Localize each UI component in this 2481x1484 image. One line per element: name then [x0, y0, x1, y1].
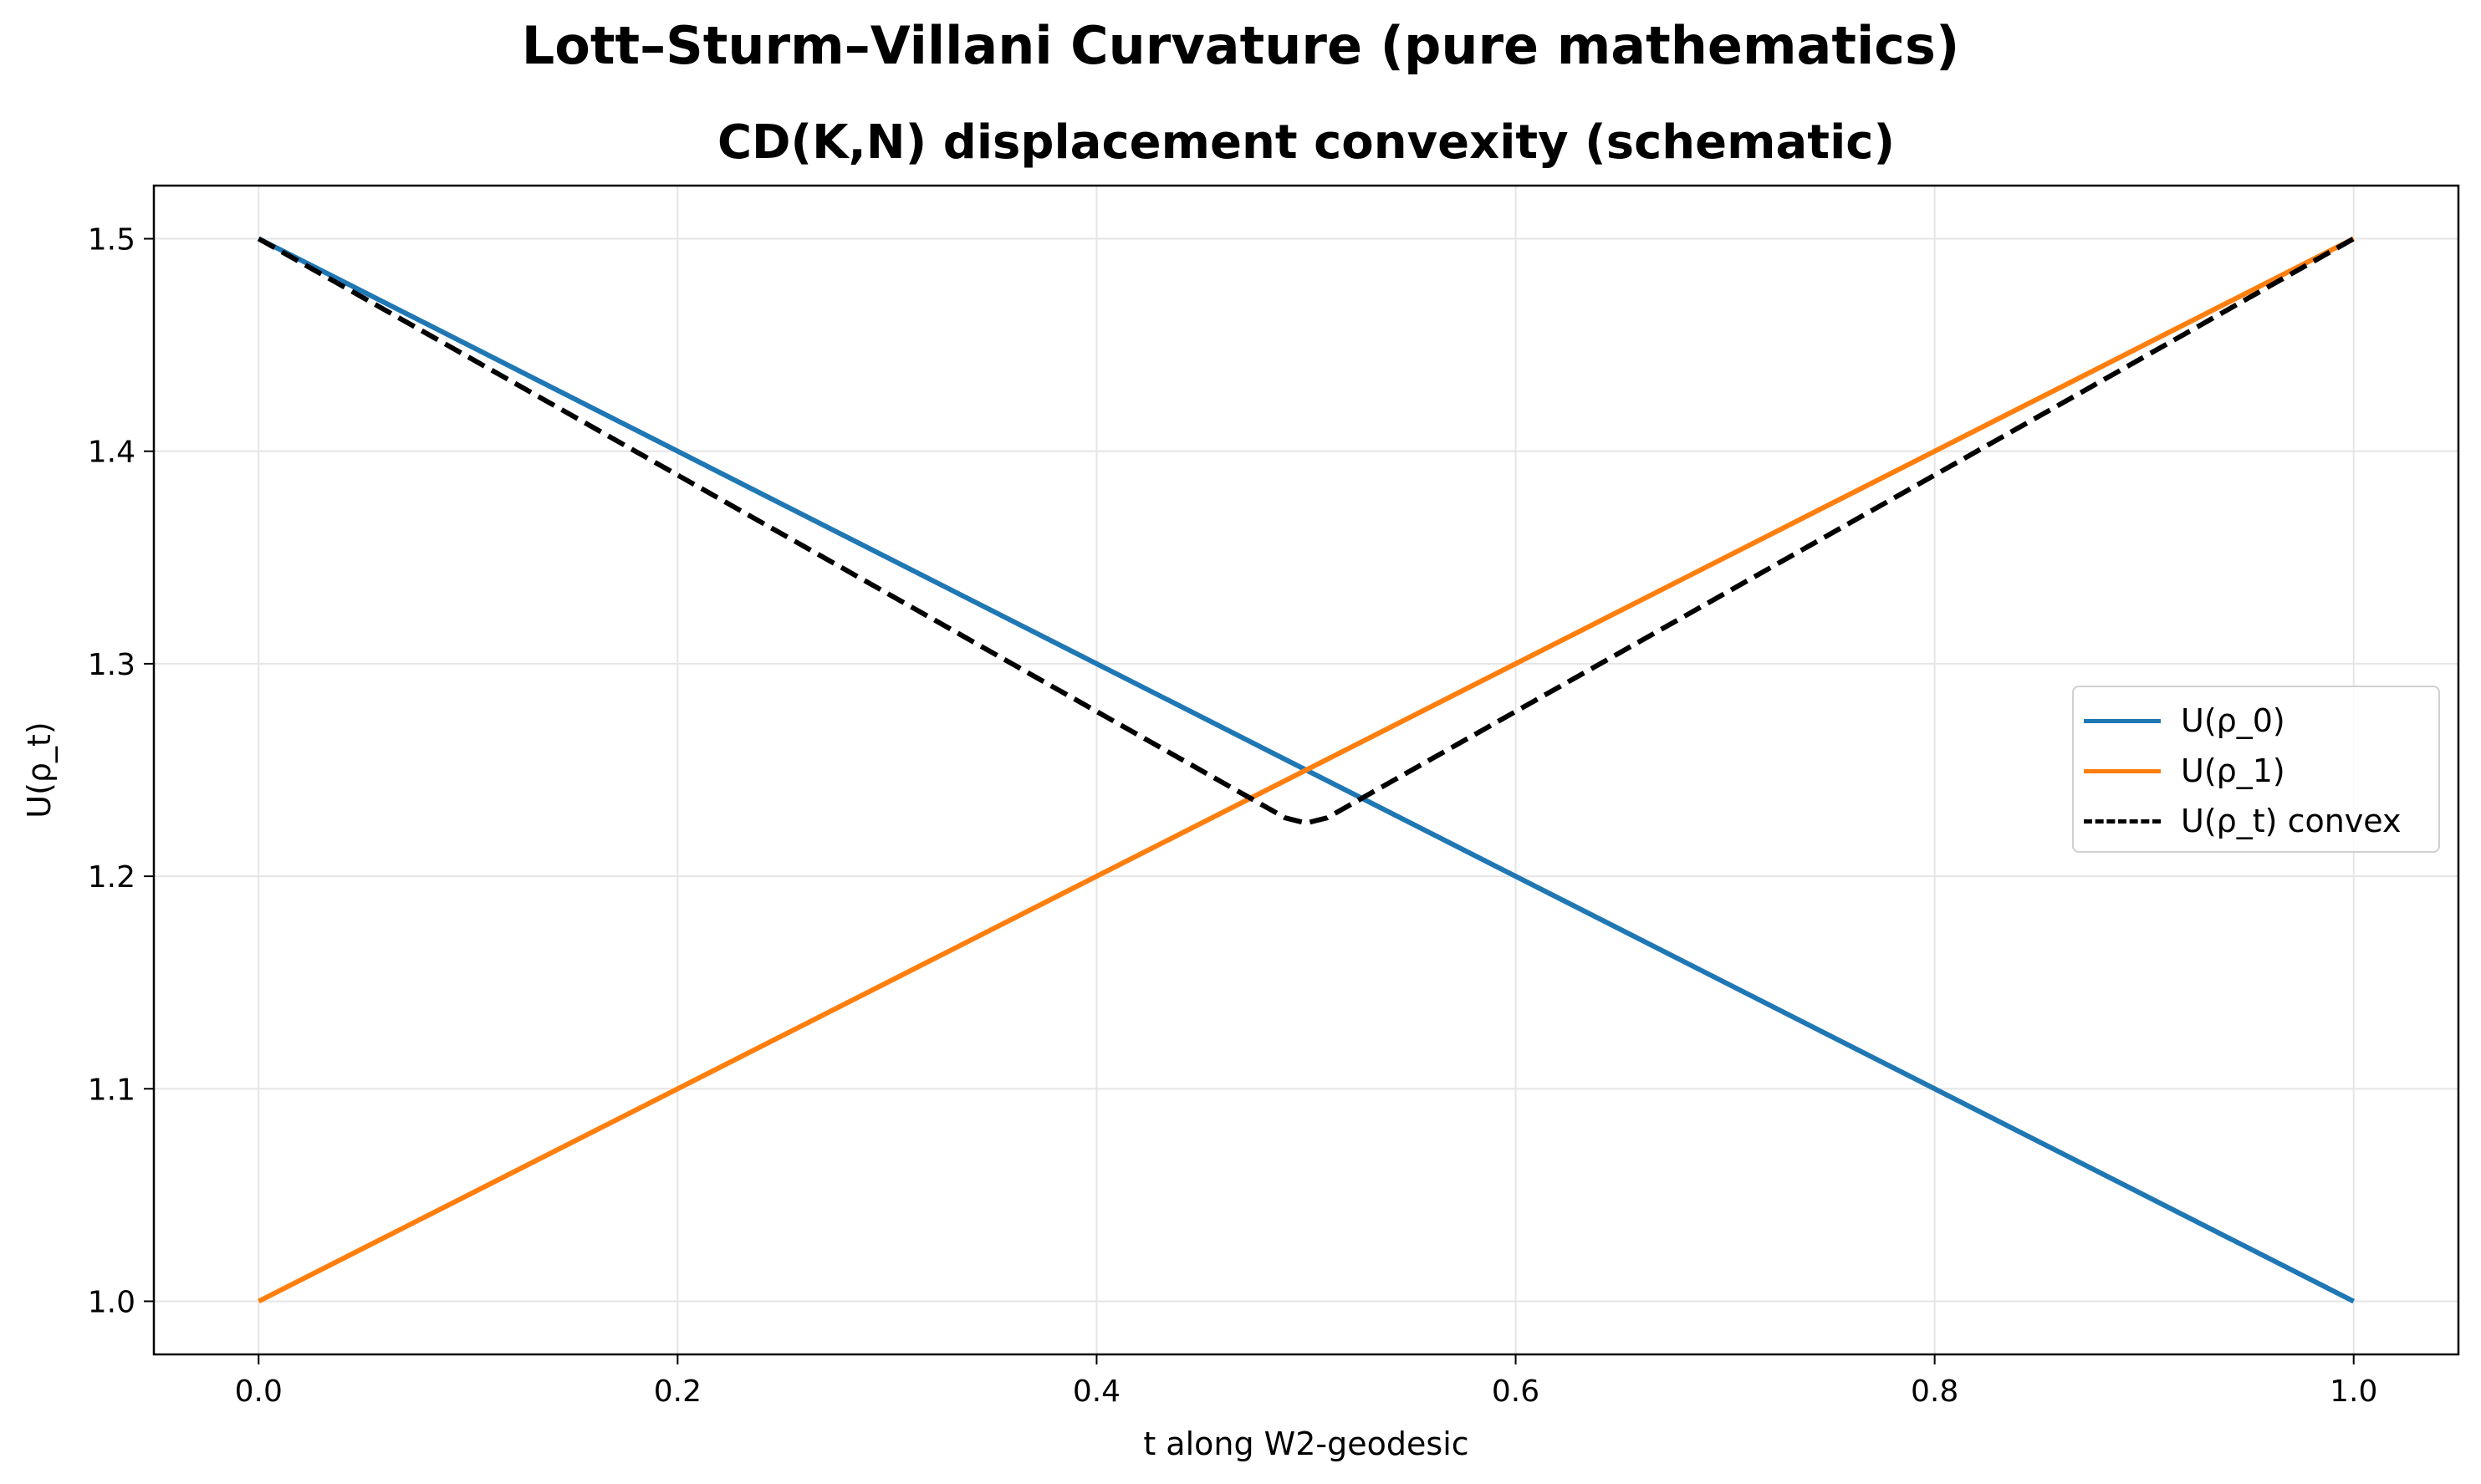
- legend-label-u-rho-1: U(ρ_1): [2181, 752, 2285, 789]
- series-line-u-rho-t-convex: [257, 236, 2356, 826]
- legend-swatch-u-rho-1: [2084, 768, 2161, 773]
- x-tick-label: 0.2: [654, 1374, 702, 1409]
- y-tick-label: 1.1: [88, 1073, 135, 1107]
- series-layer: [257, 236, 2356, 1304]
- series-line-u-rho-1: [257, 236, 2356, 1304]
- x-tick-label: 0.6: [1492, 1374, 1539, 1409]
- y-tick-label: 1.4: [88, 436, 135, 470]
- y-tick-label: 1.3: [88, 648, 135, 682]
- x-tick-label: 1.0: [2330, 1374, 2377, 1409]
- y-tick-label: 1.5: [88, 223, 135, 258]
- axis-ticks: 0.0 0.2 0.4 0.6 0.8 1.0 1.0 1.1 1.2 1.3 1.4 1.5: [88, 223, 2378, 1409]
- y-tick-label: 1.2: [88, 860, 135, 895]
- y-axis-label: U(ρ_t): [21, 722, 58, 818]
- axes-frame: [152, 184, 2460, 1356]
- legend-swatch-u-rho-t-convex: [2084, 818, 2161, 824]
- x-tick-label: 0.0: [235, 1374, 283, 1409]
- chart-title: CD(K,N) displacement convexity (schemati…: [717, 115, 1896, 170]
- grid-lines: [154, 186, 2458, 1354]
- legend-swatch-u-rho-0: [2084, 718, 2161, 723]
- figure-suptitle: Lott–Sturm–Villani Curvature (pure mathe…: [521, 15, 1960, 76]
- legend-item-u-rho-1: U(ρ_1): [2084, 746, 2285, 796]
- x-tick-label: 0.4: [1073, 1374, 1121, 1409]
- legend-item-u-rho-0: U(ρ_0): [2084, 696, 2285, 746]
- y-tick-label: 1.0: [88, 1285, 135, 1319]
- legend-item-u-rho-t-convex: U(ρ_t) convex: [2084, 796, 2401, 846]
- legend-label-u-rho-t-convex: U(ρ_t) convex: [2181, 803, 2402, 839]
- legend: U(ρ_0) U(ρ_1) U(ρ_t) convex: [2072, 686, 2440, 853]
- x-tick-label: 0.8: [1911, 1374, 1958, 1409]
- legend-label-u-rho-0: U(ρ_0): [2181, 702, 2285, 739]
- x-axis-label: t along W2-geodesic: [1143, 1425, 1468, 1462]
